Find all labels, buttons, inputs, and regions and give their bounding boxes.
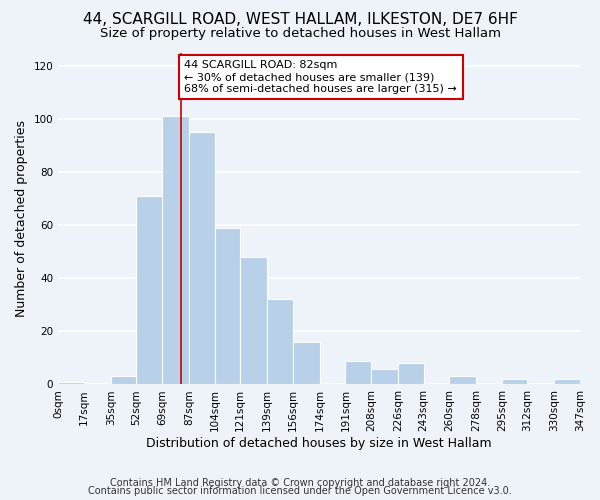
- Bar: [346, 360, 371, 384]
- Bar: [398, 363, 424, 384]
- Bar: [162, 116, 189, 384]
- Y-axis label: Number of detached properties: Number of detached properties: [15, 120, 28, 317]
- Bar: [58, 382, 84, 384]
- Text: 44, SCARGILL ROAD, WEST HALLAM, ILKESTON, DE7 6HF: 44, SCARGILL ROAD, WEST HALLAM, ILKESTON…: [83, 12, 517, 28]
- Bar: [215, 228, 240, 384]
- X-axis label: Distribution of detached houses by size in West Hallam: Distribution of detached houses by size …: [146, 437, 492, 450]
- Bar: [293, 342, 320, 384]
- Bar: [240, 257, 267, 384]
- Text: 44 SCARGILL ROAD: 82sqm
← 30% of detached houses are smaller (139)
68% of semi-d: 44 SCARGILL ROAD: 82sqm ← 30% of detache…: [184, 60, 457, 94]
- Text: Contains HM Land Registry data © Crown copyright and database right 2024.: Contains HM Land Registry data © Crown c…: [110, 478, 490, 488]
- Bar: [136, 196, 162, 384]
- Bar: [189, 132, 215, 384]
- Text: Contains public sector information licensed under the Open Government Licence v3: Contains public sector information licen…: [88, 486, 512, 496]
- Text: Size of property relative to detached houses in West Hallam: Size of property relative to detached ho…: [100, 28, 500, 40]
- Bar: [554, 379, 580, 384]
- Bar: [111, 376, 136, 384]
- Bar: [267, 300, 293, 384]
- Bar: [502, 379, 527, 384]
- Bar: [371, 368, 398, 384]
- Bar: [449, 376, 476, 384]
